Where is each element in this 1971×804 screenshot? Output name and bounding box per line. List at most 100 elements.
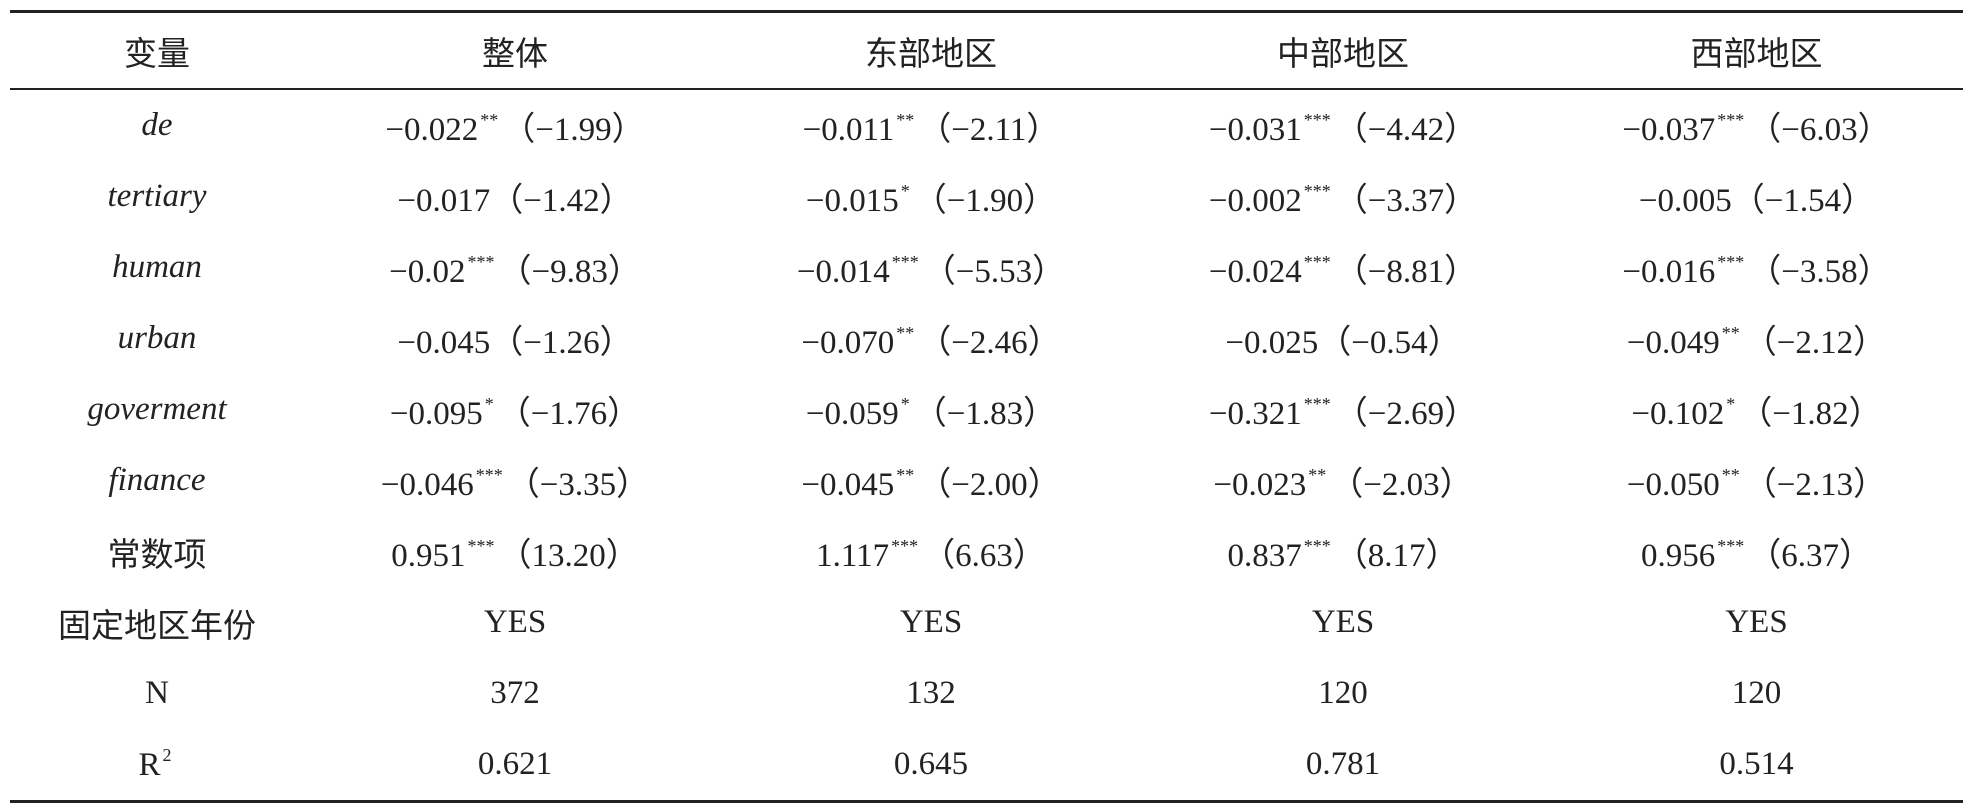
significance: ** [1721,322,1740,343]
significance: *** [1717,109,1745,130]
coefficient: −0.045 [397,324,491,361]
value-cell: 120 [1550,675,1963,712]
value-cell: −0.02 *** （−9.83） [304,244,726,292]
coefficient: 120 [1318,675,1368,711]
t-statistic: （−3.37） [1334,182,1478,219]
table-row: 固定地区年份 YES YES YES YES [10,587,1963,658]
t-statistic: （−2.46） [918,324,1061,361]
significance: * [1726,393,1736,414]
value-cell: −0.016 *** （−3.58） [1550,244,1963,292]
t-statistic: （−2.13） [1743,466,1887,503]
value-cell: −0.002 *** （−3.37） [1136,173,1550,221]
label-text: human [112,249,202,285]
table-row: 常数项 0.951 *** （13.20） 1.117 *** （6.63） 0.837 ***… [10,516,1963,587]
value-cell: −0.014 *** （−5.53） [726,244,1136,292]
value-cell: 0.645 [726,746,1136,783]
row-label: finance [10,462,304,499]
value-cell: −0.015 * （−1.90） [726,173,1136,221]
value-cell: −0.022 ** （−1.99） [304,102,726,150]
row-label: tertiary [10,178,304,215]
coefficient: YES [483,604,547,640]
row-label: 固定地区年份 [10,599,304,647]
row-label: 常数项 [10,528,304,576]
t-statistic: （−8.81） [1334,253,1478,290]
value-cell: −0.037 *** （−6.03） [1550,102,1963,150]
coefficient: −0.002 [1208,182,1302,219]
value-cell: YES [726,604,1136,641]
label-sup: 2 [162,745,172,765]
value-cell: −0.031 *** （−4.42） [1136,102,1550,150]
significance: *** [1303,393,1331,414]
table: 变量 整体 东部地区 中部地区 西部地区 de −0.022 ** （−1.99） −0.011 *… [10,10,1963,803]
header-row: 变量 整体 东部地区 中部地区 西部地区 [10,13,1963,90]
significance: ** [896,464,915,485]
coefficient: 0.781 [1305,746,1381,782]
significance: * [900,180,910,201]
coefficient: −0.024 [1208,253,1302,290]
t-statistic: （−2.03） [1330,466,1473,503]
coefficient: YES [1311,604,1375,640]
t-statistic: （−6.03） [1748,111,1891,148]
header-cell: 西部地区 [1690,36,1823,73]
value-cell: −0.023 ** （−2.03） [1136,457,1550,505]
t-statistic: （−2.12） [1743,324,1887,361]
value-cell: YES [1550,604,1963,641]
coefficient: 132 [906,675,956,711]
significance: ** [480,109,499,130]
value-cell: −0.070 ** （−2.46） [726,315,1136,363]
header-cell: 中部地区 [1277,36,1409,73]
t-statistic: （−9.83） [498,253,641,290]
significance: *** [891,251,919,272]
significance: *** [1303,109,1331,130]
coefficient: −0.102 [1631,395,1725,432]
value-cell: 1.117 *** （6.63） [726,528,1136,576]
row-label: de [10,107,304,144]
label-text: tertiary [107,178,207,214]
t-statistic: （−1.26） [490,324,633,361]
coefficient: 0.951 [391,537,466,574]
value-cell: 0.837 *** （8.17） [1136,528,1550,576]
label-text: urban [117,320,197,356]
label-text: N [145,675,169,711]
t-statistic: （−3.58） [1748,253,1891,290]
coefficient: 0.645 [893,746,969,782]
table-row: N 372 132 120 120 [10,658,1963,729]
value-cell: 0.621 [304,746,726,783]
value-cell: −0.059 * （−1.83） [726,386,1136,434]
value-cell: 0.781 [1136,746,1550,783]
value-cell: −0.046 *** （−3.35） [304,457,726,505]
coefficient: −0.059 [805,395,899,432]
t-statistic: （−1.76） [497,395,641,432]
significance: *** [1303,251,1331,272]
value-cell: −0.011 ** （−2.11） [726,102,1136,150]
table-row: de −0.022 ** （−1.99） −0.011 ** （−2.11） −0.031 **… [10,90,1963,161]
value-cell: −0.049 ** （−2.12） [1550,315,1963,363]
value-cell: 372 [304,675,726,712]
coefficient: −0.016 [1622,253,1716,290]
label-text: finance [108,462,206,498]
value-cell: −0.017（−1.42） [304,173,726,221]
coefficient: −0.046 [380,466,474,503]
value-cell: 0.951 *** （13.20） [304,528,726,576]
significance: ** [896,322,915,343]
coefficient: 0.837 [1227,537,1302,574]
significance: *** [475,464,503,485]
header-cell: 变量 [124,36,190,73]
t-statistic: （−0.54） [1318,324,1461,361]
table-row: goverment −0.095 * （−1.76） −0.059 * （−1.83） −0.… [10,374,1963,445]
coefficient: 120 [1731,675,1782,711]
coefficient: −0.011 [802,111,895,148]
coefficient: 0.621 [477,746,553,782]
significance: *** [1717,251,1745,272]
t-statistic: （6.63） [922,537,1046,574]
header-cell: 东部地区 [865,36,997,73]
coefficient: −0.321 [1208,395,1302,432]
value-cell: −0.045 ** （−2.00） [726,457,1136,505]
t-statistic: （−3.35） [506,466,650,503]
t-statistic: （8.17） [1334,537,1459,574]
t-statistic: （6.37） [1748,537,1872,574]
significance: ** [896,109,915,130]
coefficient: −0.014 [796,253,890,290]
t-statistic: （−2.11） [918,111,1060,148]
